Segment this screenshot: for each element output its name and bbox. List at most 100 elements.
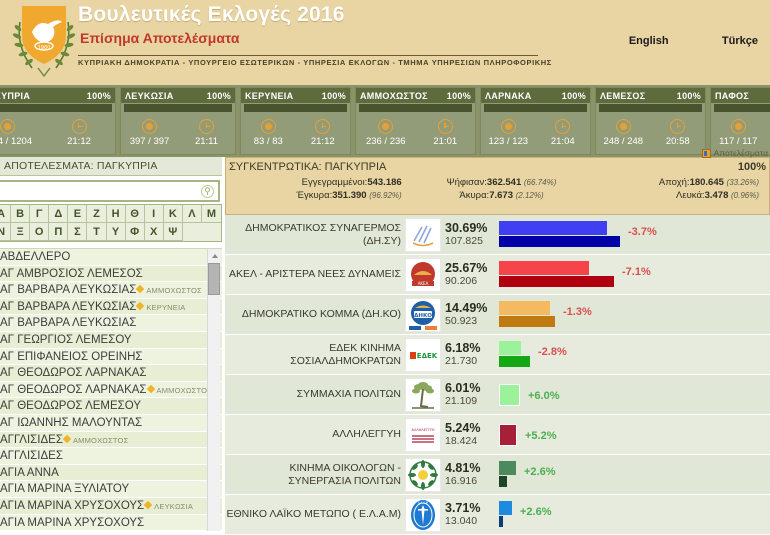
list-item[interactable]: ΑΓ ΘΕΟΔΩΡΟΣ ΛΕΜΕΣΟΥ	[0, 398, 222, 415]
list-item[interactable]: ΑΓΙΑ ΜΑΡΙΝΑ ΞΥΛΙΑΤΟΥ	[0, 481, 222, 498]
blank-stat: Λευκά:3.478 (0.96%)	[587, 189, 765, 202]
oikologoi-logo	[405, 457, 441, 492]
alphabet-filter-Δ[interactable]: Δ	[49, 205, 69, 223]
party-figures: 6.01% 21.109	[441, 381, 499, 408]
alphabet-filter-Ι[interactable]: Ι	[144, 205, 164, 223]
district-card-4[interactable]: ΛΑΡΝΑΚΑ 100% 123 / 123 21:04	[480, 87, 591, 155]
list-item[interactable]: ΑΓΓΛΙΣΙΔΕΣ	[0, 448, 222, 465]
district-header: ΛΕΜΕΣΟΣ 100%	[596, 88, 705, 103]
list-item[interactable]: ΑΓ ΒΑΡΒΑΡΑ ΛΕΥΚΩΣΙΑΣ ΚΕΡΥΝΕΙΑ	[0, 298, 222, 316]
results-toolbar[interactable]: Αποτελέσματα	[701, 147, 768, 159]
locations-scrollbar[interactable]	[207, 249, 220, 531]
table-row[interactable]: ΑΚΕΛ - ΑΡΙΣΤΕΡΑ ΝΕΕΣ ΔΥΝΑΜΕΙΣ AKEA 25.67% 9…	[225, 255, 770, 295]
party-change: -3.7%	[628, 225, 657, 238]
clock-icon	[71, 119, 87, 134]
district-card-6[interactable]: ΠΑΦΟΣ100%117 / 11721:12	[710, 87, 770, 155]
results-table-icon[interactable]	[701, 148, 711, 158]
language-link-turkish[interactable]: Türkçe	[721, 35, 758, 47]
alphabet-filter-Ο[interactable]: Ο	[30, 223, 50, 241]
scrollbar-thumb[interactable]	[208, 263, 220, 295]
district-card-1[interactable]: ΛΕΥΚΩΣΙΑ 100% 397 / 397 21:11	[120, 87, 236, 155]
district-progress-bar	[359, 104, 472, 112]
list-item[interactable]: ΑΓ ΓΕΩΡΓΙΟΣ ΛΕΜΕΣΟΥ	[0, 331, 222, 349]
results-toolbar-label[interactable]: Αποτελέσματα	[713, 148, 768, 158]
alphabet-filter-Θ[interactable]: Θ	[125, 205, 145, 223]
district-card-5[interactable]: ΛΕΜΕΣΟΣ 100% 248 / 248 20:58	[595, 87, 706, 155]
alphabet-filter-Σ[interactable]: Σ	[68, 223, 88, 241]
alphabet-filter-Ε[interactable]: Ε	[68, 205, 88, 223]
location-district-tag: ΑΜΜΟΧΩΣΤΟΣ	[72, 435, 129, 445]
alphabet-filter-Τ[interactable]: Τ	[87, 223, 107, 241]
invalid-value: 7.673	[489, 190, 513, 201]
invalid-stat: Άκυρα:7.673 (2.12%)	[416, 189, 588, 202]
svg-text:ΑΛΛΗΛΕΓΓΥΗ: ΑΛΛΗΛΕΓΓΥΗ	[411, 428, 434, 432]
location-name: ΑΓ ΘΕΟΔΩΡΟΣ ΛΑΡΝΑΚΑΣ	[0, 383, 147, 396]
location-district-tag: ΑΜΜΟΧΩΣΤΟΣ	[146, 286, 202, 296]
table-row[interactable]: ΣΥΜΜΑΧΙΑ ΠΟΛΙΤΩΝ 6.01% 21.109 +6.0%	[225, 375, 770, 415]
abstention-stat: Αποχή:180.645 (33.26%)	[587, 176, 765, 189]
alphabet-filter-Β[interactable]: Β	[11, 205, 31, 223]
district-card-2[interactable]: ΚΕΡΥΝΕΙΑ 100% 83 / 83 21:12	[240, 87, 351, 155]
district-name: ΚΕΡΥΝΕΙΑ	[245, 90, 294, 101]
alphabet-filter-Μ[interactable]: Μ	[201, 205, 221, 223]
alphabet-filter-Ζ[interactable]: Ζ	[87, 205, 107, 223]
ballot-box-icon	[615, 119, 631, 134]
alphabet-filter-Π[interactable]: Π	[49, 223, 69, 241]
locations-list[interactable]: ΑΒΔΕΛΛΕΡΟ ΑΓ ΑΜΒΡΟΣΙΟΣ ΛΕΜΕΣΟΣ ΑΓ ΒΑΡΒΑΡΑ …	[0, 248, 222, 531]
table-row[interactable]: ΔΗΜΟΚΡΑΤΙΚΟ ΚΟΜΜΑ (ΔΗ.ΚΟ) ΔΗΚΟ 14.49% 50.92…	[225, 295, 770, 335]
table-row[interactable]: ΚΙΝΗΜΑ ΟΙΚΟΛΟΓΩΝ - ΣΥΝΕΡΓΑΣΙΑ ΠΟΛΙΤΩΝ 4.8…	[225, 455, 770, 495]
table-row[interactable]: ΑΛΛΗΛΕΓΓΥΗ ΑΛΛΗΛΕΓΓΥΗ 5.24% 18.424 +5.2%	[225, 415, 770, 455]
district-pct: 100%	[561, 90, 586, 101]
list-item[interactable]: ΑΓ ΘΕΟΔΩΡΟΣ ΛΑΡΝΑΚΑΣ ΑΜΜΟΧΩΣΤΟΣ	[0, 381, 222, 399]
table-row[interactable]: ΕΔΕΚ ΚΙΝΗΜΑ ΣΟΣΙΑΛΔΗΜΟΚΡΑΤΩΝ ΕΔΕΚ 6.18% 21.…	[225, 335, 770, 375]
alphabet-filter-Γ[interactable]: Γ	[30, 205, 50, 223]
results-panel: Αποτελέσματα ΣΥΓΚΕΝΤΡΩΤΙΚΑ: ΠΑΓΚΥΠΡΙΑ 10…	[225, 148, 770, 535]
alphabet-filter-Χ[interactable]: Χ	[144, 223, 164, 241]
diko-logo: ΔΗΚΟ	[405, 297, 441, 332]
list-item[interactable]: ΑΓ ΘΕΟΔΩΡΟΣ ΛΑΡΝΑΚΑΣ	[0, 365, 222, 382]
list-item[interactable]: ΑΓΙΑ ΜΑΡΙΝΑ ΧΡΥΣΟΧΟΥΣ	[0, 514, 222, 531]
party-bar-chart: +6.0%	[499, 378, 770, 412]
alphabet-filter-Η[interactable]: Η	[106, 205, 126, 223]
party-bar-previous	[499, 235, 620, 247]
alphabet-filter-Ψ[interactable]: Ψ	[163, 223, 183, 241]
language-link-english[interactable]: English	[628, 35, 669, 47]
alphabet-filter-Α[interactable]: Α	[0, 205, 12, 223]
search-input[interactable]	[0, 182, 218, 200]
list-item[interactable]: ΑΓ ΒΑΡΒΑΡΑ ΛΕΥΚΩΣΙΑΣ ΑΜΜΟΧΩΣΤΟΣ	[0, 282, 222, 299]
party-percentage: 30.69%	[445, 220, 488, 235]
alphabet-filter-Κ[interactable]: Κ	[163, 205, 183, 223]
ballot-box-icon	[500, 119, 516, 134]
list-item[interactable]: ΑΒΔΕΛΛΕΡΟ	[0, 249, 222, 266]
district-header: ΠΑΓΚΥΠΡΙΑ 100%	[0, 88, 115, 103]
alphabet-filter-Φ[interactable]: Φ	[125, 223, 145, 241]
alphabet-filter-Ξ[interactable]: Ξ	[11, 223, 31, 241]
district-card-0[interactable]: ΠΑΓΚΥΠΡΙΑ 100% 1204 / 1204 21:12	[0, 87, 116, 155]
party-bar-current	[499, 300, 550, 315]
district-header: ΚΕΡΥΝΕΙΑ 100%	[241, 88, 350, 103]
alphabet-filter-Λ[interactable]: Λ	[182, 205, 202, 223]
search-icon[interactable]: ⚲	[201, 185, 214, 198]
abstention-value: 180.645	[689, 177, 724, 188]
district-card-3[interactable]: ΑΜΜΟΧΩΣΤΟΣ 100% 236 / 236 21:01	[355, 87, 476, 155]
district-boxes-value: 123 / 123	[488, 136, 529, 147]
list-item[interactable]: ΑΓΙΑ ΑΝΝΑ	[0, 464, 222, 482]
list-item[interactable]: ΑΓ ΕΠΙΦΑΝΕΙΟΣ ΟΡΕΙΝΗΣ	[0, 348, 222, 366]
svg-text:ΕΔΕΚ: ΕΔΕΚ	[417, 352, 438, 360]
list-item[interactable]: ΑΓ ΒΑΡΒΑΡΑ ΛΕΥΚΩΣΙΑΣ	[0, 315, 222, 332]
alphabet-filter-Ν[interactable]: Ν	[0, 223, 12, 241]
table-row[interactable]: ΔΗΜΟΚΡΑΤΙΚΟΣ ΣΥΝΑΓΕΡΜΟΣ (ΔΗ.ΣΥ) 30.69% 107…	[225, 215, 770, 255]
alphabet-filter-Υ[interactable]: Υ	[106, 223, 126, 241]
search-box[interactable]: ⚲	[0, 180, 220, 202]
list-item[interactable]: ΑΓ ΙΩΑΝΝΗΣ ΜΑΛΟΥΝΤΑΣ	[0, 414, 222, 432]
list-item[interactable]: ΑΓ ΑΜΒΡΟΣΙΟΣ ΛΕΜΕΣΟΣ	[0, 265, 222, 283]
ballot-box-icon	[142, 119, 157, 134]
district-name: ΛΕΜΕΣΟΣ	[600, 90, 646, 101]
list-item[interactable]: ΑΓΙΑ ΜΑΡΙΝΑ ΧΡΥΣΟΧΟΥΣ ΛΕΥΚΩΣΙΑ	[0, 497, 222, 515]
party-bar-current	[499, 383, 520, 406]
scroll-up-arrow-icon[interactable]	[208, 249, 220, 262]
table-row[interactable]: ΕΘΝΙΚΟ ΛΑΪΚΟ ΜΕΤΩΠΟ ( Ε.Λ.Α.Μ) Ε.Λ.Α.Μ 3.7…	[225, 495, 770, 535]
blank-value: 3.478	[704, 190, 729, 201]
district-progress-bar	[714, 104, 770, 112]
list-item[interactable]: ΑΓΓΛΙΣΙΔΕΣ ΑΜΜΟΧΩΣΤΟΣ	[0, 431, 222, 449]
